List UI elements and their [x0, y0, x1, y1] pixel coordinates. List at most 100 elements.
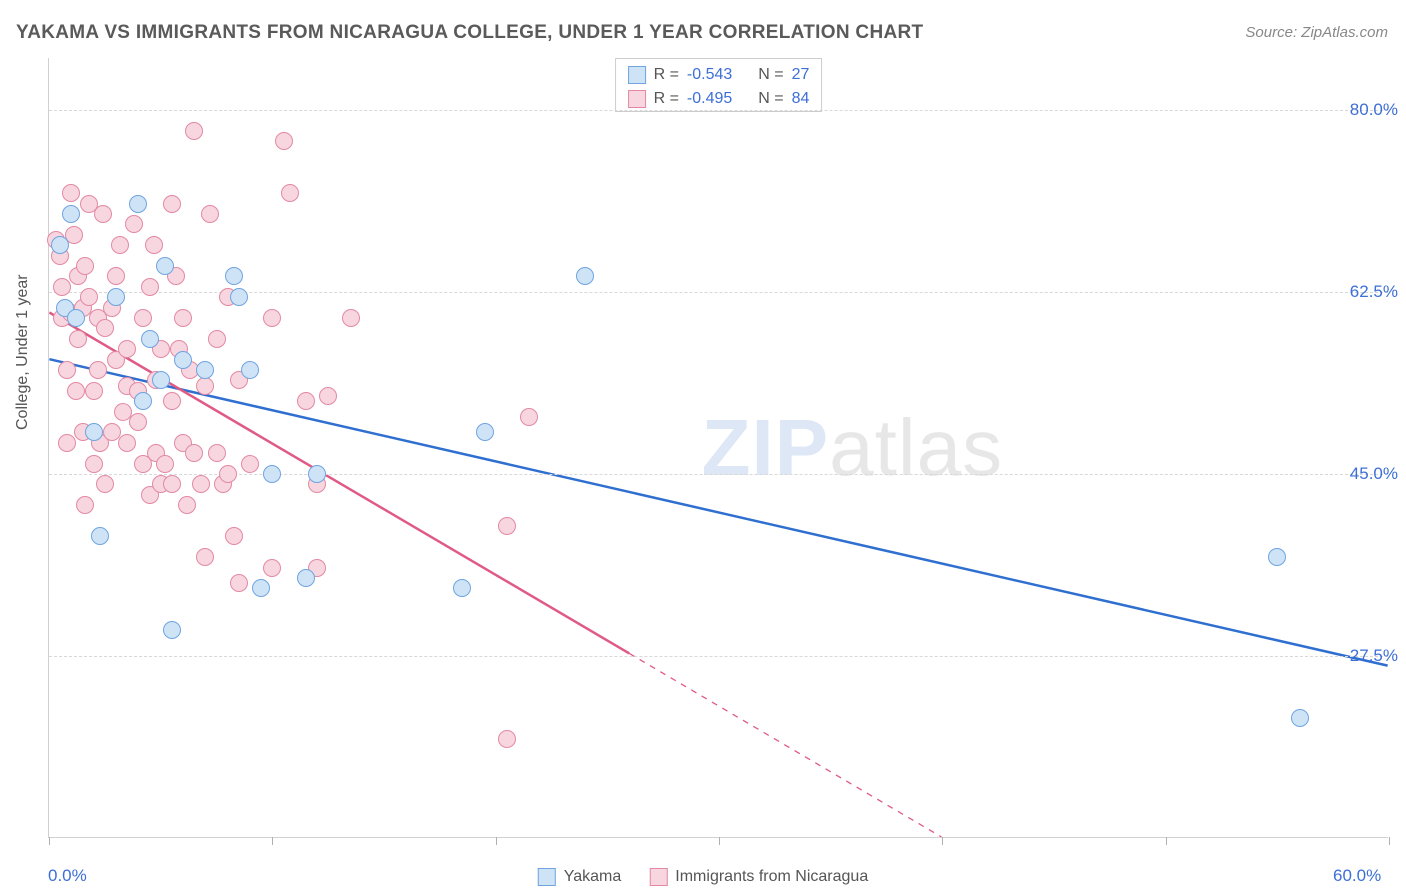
data-point-nicaragua [192, 475, 210, 493]
data-point-nicaragua [111, 236, 129, 254]
n-value: 27 [792, 63, 810, 87]
data-point-nicaragua [85, 382, 103, 400]
data-point-nicaragua [94, 205, 112, 223]
data-point-yakama [156, 257, 174, 275]
data-point-yakama [196, 361, 214, 379]
data-point-yakama [230, 288, 248, 306]
data-point-yakama [252, 579, 270, 597]
data-point-nicaragua [241, 455, 259, 473]
watermark-part2: atlas [829, 403, 1003, 492]
data-point-nicaragua [263, 309, 281, 327]
data-point-nicaragua [85, 455, 103, 473]
data-point-nicaragua [163, 475, 181, 493]
data-point-yakama [225, 267, 243, 285]
data-point-nicaragua [196, 548, 214, 566]
data-point-nicaragua [297, 392, 315, 410]
source-prefix: Source: [1245, 24, 1301, 41]
legend-label: Immigrants from Nicaragua [675, 868, 868, 886]
data-point-nicaragua [275, 132, 293, 150]
data-point-nicaragua [208, 444, 226, 462]
data-point-nicaragua [196, 377, 214, 395]
data-point-nicaragua [498, 517, 516, 535]
n-value: 84 [792, 87, 810, 111]
data-point-nicaragua [208, 330, 226, 348]
data-point-yakama [241, 361, 259, 379]
data-point-nicaragua [178, 496, 196, 514]
y-tick-label: 62.5% [1350, 282, 1398, 302]
data-point-nicaragua [62, 184, 80, 202]
gridline [49, 110, 1388, 111]
data-point-nicaragua [163, 195, 181, 213]
data-point-nicaragua [281, 184, 299, 202]
correlation-stats-box: R = -0.543 N = 27R = -0.495 N = 84 [615, 58, 823, 112]
data-point-yakama [67, 309, 85, 327]
r-value: -0.543 [687, 63, 732, 87]
data-point-nicaragua [118, 434, 136, 452]
x-tick [272, 837, 273, 845]
x-tick [719, 837, 720, 845]
x-axis-min-label: 0.0% [48, 866, 87, 886]
data-point-yakama [1291, 709, 1309, 727]
gridline [49, 292, 1388, 293]
data-point-nicaragua [76, 496, 94, 514]
stats-row-yakama: R =-0.543N =27 [628, 63, 810, 87]
data-point-nicaragua [342, 309, 360, 327]
gridline [49, 474, 1388, 475]
data-point-yakama [163, 621, 181, 639]
data-point-yakama [129, 195, 147, 213]
n-label: N = [758, 87, 783, 111]
data-point-nicaragua [145, 236, 163, 254]
gridline [49, 656, 1388, 657]
x-tick [496, 837, 497, 845]
data-point-nicaragua [96, 475, 114, 493]
data-point-nicaragua [230, 574, 248, 592]
x-tick [942, 837, 943, 845]
data-point-yakama [62, 205, 80, 223]
x-tick [1166, 837, 1167, 845]
data-point-nicaragua [129, 413, 147, 431]
data-point-yakama [263, 465, 281, 483]
data-point-nicaragua [80, 288, 98, 306]
data-point-nicaragua [58, 434, 76, 452]
data-point-yakama [476, 423, 494, 441]
data-point-nicaragua [498, 730, 516, 748]
data-point-nicaragua [107, 267, 125, 285]
data-point-yakama [85, 423, 103, 441]
x-tick [1389, 837, 1390, 845]
legend-item-nicaragua: Immigrants from Nicaragua [649, 868, 868, 886]
y-tick-label: 27.5% [1350, 646, 1398, 666]
series-legend: Yakama Immigrants from Nicaragua [538, 868, 868, 886]
data-point-yakama [152, 371, 170, 389]
data-point-yakama [91, 527, 109, 545]
trendline-nicaragua-extrapolated [629, 653, 941, 837]
legend-label: Yakama [564, 868, 622, 886]
r-label: R = [654, 87, 679, 111]
data-point-nicaragua [156, 455, 174, 473]
data-point-nicaragua [69, 330, 87, 348]
data-point-nicaragua [141, 278, 159, 296]
data-point-nicaragua [96, 319, 114, 337]
legend-swatch [628, 66, 646, 84]
data-point-yakama [141, 330, 159, 348]
data-point-nicaragua [58, 361, 76, 379]
data-point-nicaragua [134, 309, 152, 327]
data-point-nicaragua [174, 309, 192, 327]
r-label: R = [654, 63, 679, 87]
data-point-nicaragua [219, 465, 237, 483]
data-point-nicaragua [163, 392, 181, 410]
data-point-yakama [576, 267, 594, 285]
data-point-nicaragua [225, 527, 243, 545]
stats-row-nicaragua: R = -0.495 N = 84 [628, 87, 810, 111]
data-point-nicaragua [118, 340, 136, 358]
legend-swatch [628, 90, 646, 108]
data-point-yakama [174, 351, 192, 369]
data-point-yakama [308, 465, 326, 483]
r-value: -0.495 [687, 87, 732, 111]
scatter-plot-area: ZIPatlas R =-0.543N =27R =-0.495N =84 [48, 58, 1388, 838]
data-point-nicaragua [67, 382, 85, 400]
data-point-nicaragua [89, 361, 107, 379]
data-point-nicaragua [520, 408, 538, 426]
data-point-nicaragua [76, 257, 94, 275]
legend-item-yakama: Yakama [538, 868, 622, 886]
data-point-yakama [134, 392, 152, 410]
